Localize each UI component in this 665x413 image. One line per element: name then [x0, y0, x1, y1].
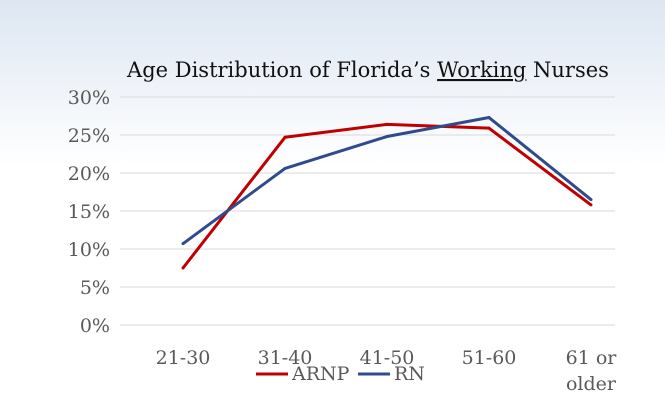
y-tick-label: 5% [80, 277, 110, 299]
series-lines [181, 116, 593, 270]
data-point-arnp [487, 126, 491, 130]
legend-label-arnp: ARNP [291, 363, 350, 385]
legend: ARNP RN [256, 363, 425, 385]
data-point-arnp [589, 203, 593, 207]
data-point-rn [385, 135, 389, 139]
y-tick-label: 10% [68, 239, 110, 261]
data-point-rn [181, 242, 185, 246]
legend-label-rn: RN [394, 363, 425, 385]
y-tick-label: 20% [68, 163, 110, 185]
data-point-rn [487, 116, 491, 120]
chart-title-part: Nurses [526, 58, 609, 82]
data-point-rn [589, 198, 593, 202]
x-axis-ticks: 21-30 31-40 41-50 51-60 61 or older [156, 347, 618, 395]
x-tick-label: 41-50 [360, 347, 415, 369]
data-point-arnp [181, 266, 185, 270]
y-tick-label: 15% [68, 201, 110, 223]
chart-title-part: Working [437, 58, 526, 82]
gridlines [120, 96, 615, 326]
chart-title-part: Age Distribution of Florida’s [126, 58, 437, 82]
y-tick-label: 0% [80, 315, 110, 337]
chart-title: Age Distribution of Florida’s Working Nu… [126, 58, 609, 82]
y-axis-ticks: 0% 5% 10% 15% 20% 25% 30% [68, 87, 110, 337]
x-tick-label: 61 or older [566, 347, 618, 395]
x-tick-label: 21-30 [156, 347, 211, 369]
data-point-arnp [385, 122, 389, 126]
data-point-arnp [283, 135, 287, 139]
y-tick-label: 25% [68, 125, 110, 147]
y-tick-label: 30% [68, 87, 110, 109]
data-point-rn [283, 166, 287, 170]
x-tick-label: 31-40 [258, 347, 313, 369]
x-tick-label: 51-60 [462, 347, 517, 369]
